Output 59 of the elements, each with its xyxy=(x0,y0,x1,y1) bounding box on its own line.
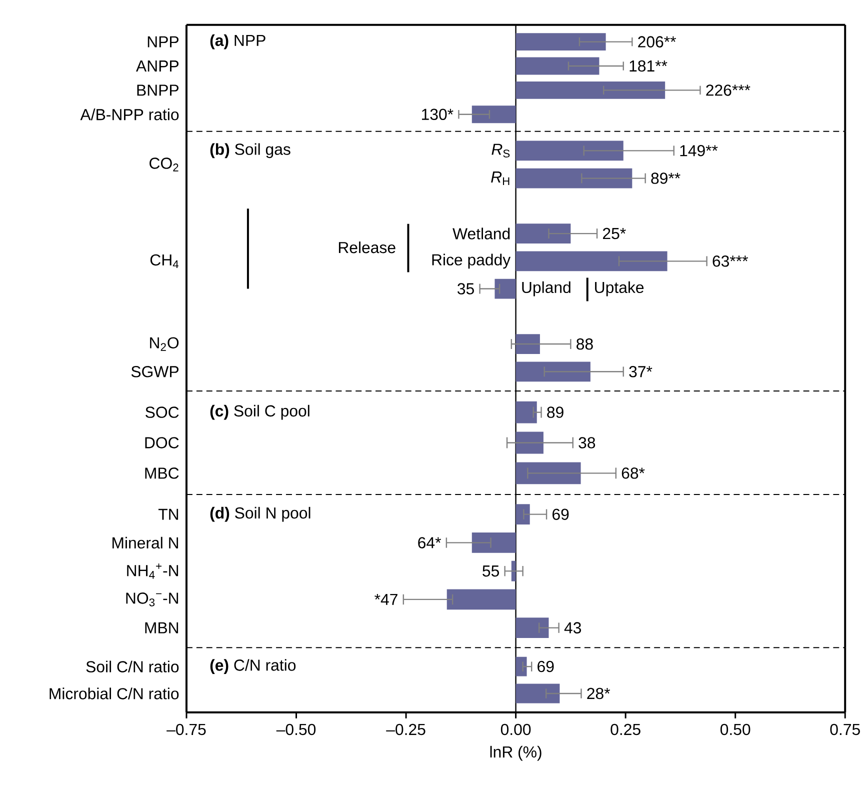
y-tick-label: MBC xyxy=(145,468,179,479)
x-tick-label: 0.75 xyxy=(830,724,860,736)
text: (d) Soil N pool xyxy=(210,506,310,522)
annotation: 35 xyxy=(458,283,474,294)
y-tick-label: Mineral N xyxy=(112,536,178,549)
annotation: 181** xyxy=(630,60,668,72)
annotation: 226*** xyxy=(706,84,750,96)
text: (a) NPP xyxy=(210,34,266,50)
annotation: Release xyxy=(338,242,396,254)
x-tick-label: 0.25 xyxy=(610,724,640,736)
text: (b) Soil gas xyxy=(210,143,290,158)
text: (c) Soil C pool xyxy=(210,404,310,420)
x-axis-title: lnR (%) xyxy=(490,746,542,761)
annotation: 68* xyxy=(622,468,645,479)
annotation: 25* xyxy=(603,228,626,240)
x-tick-label: –0.50 xyxy=(276,724,316,736)
x-tick-label: –0.75 xyxy=(166,724,206,736)
annotation: 63*** xyxy=(712,256,748,267)
text: CH$_{4}$ xyxy=(150,254,178,268)
annotation: 69 xyxy=(538,660,554,672)
y-tick-label: Upland xyxy=(522,281,570,296)
x-tick-label: 0.00 xyxy=(500,724,531,736)
y-tick-label: Wetland xyxy=(452,228,510,240)
y-tick-label: BNPP xyxy=(137,84,178,96)
y-tick-label: SOC xyxy=(146,406,179,418)
annotation: 37* xyxy=(629,366,652,378)
annotation: 206** xyxy=(638,36,676,48)
y-tick-label: SGWP xyxy=(131,366,178,378)
annotation: 38 xyxy=(578,437,596,448)
x-tick-label: 0.50 xyxy=(720,724,750,736)
annotation: 89 xyxy=(547,406,564,418)
annotation: *47 xyxy=(374,594,398,605)
y-tick-label: NO$_{3}$$^{−}$-N xyxy=(126,592,178,606)
annotation: 55 xyxy=(482,566,499,577)
text: CO$_{2}$ xyxy=(150,158,178,172)
annotation: 43 xyxy=(564,622,581,634)
y-tick-label: TN xyxy=(158,508,178,520)
y-tick-label: Rice paddy xyxy=(432,254,511,269)
annotation: 88 xyxy=(576,338,593,350)
y-tick-label: DOC xyxy=(145,437,179,448)
annotation: 69 xyxy=(552,508,569,520)
y-tick-label: NPP xyxy=(148,36,178,48)
y-tick-label: R$_{S}$ xyxy=(492,144,510,158)
y-tick-label: A/B-NPP ratio xyxy=(80,108,179,120)
text: (e) C/N ratio xyxy=(210,659,296,674)
annotation: 28* xyxy=(587,688,610,700)
y-tick-label: Microbial C/N ratio xyxy=(50,688,179,700)
x-tick-label: –0.25 xyxy=(386,724,426,736)
annotation: 149** xyxy=(680,145,718,156)
y-tick-label: NH$_{4}$$^{+}$-N xyxy=(127,563,178,579)
annotation: 64* xyxy=(418,537,441,548)
annotation: 89** xyxy=(651,172,680,184)
y-tick-label: R$_{H}$ xyxy=(491,172,510,186)
annotation: Uptake xyxy=(595,281,644,296)
y-tick-label: MBN xyxy=(145,622,178,634)
y-tick-label: ANPP xyxy=(136,60,178,72)
y-tick-label: N$_{2}$O xyxy=(150,337,179,351)
annotation: 130* xyxy=(422,108,454,120)
y-tick-label: Soil C/N ratio xyxy=(86,660,179,672)
